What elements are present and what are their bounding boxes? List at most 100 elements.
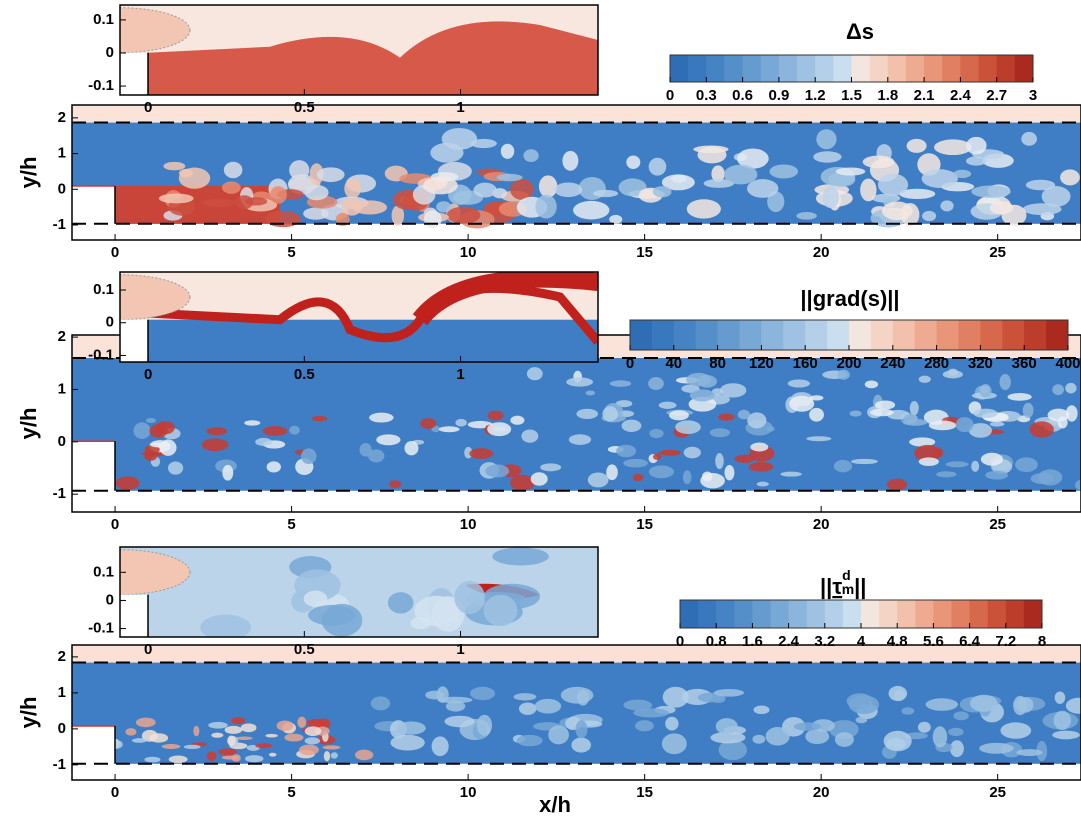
flow-structure — [227, 735, 236, 746]
colorbar-cell — [680, 600, 699, 628]
flow-structure — [903, 414, 918, 423]
flow-structure — [949, 740, 964, 758]
colorbar-tick-label: 360 — [1012, 355, 1037, 372]
colorbar-tick-label: 0 — [666, 87, 674, 104]
flow-structure — [658, 401, 677, 409]
x-tick-label: 1 — [456, 641, 464, 658]
flow-structure — [1030, 473, 1055, 485]
flow-structure — [308, 604, 356, 626]
flow-structure — [445, 700, 466, 712]
flow-structure — [573, 200, 610, 220]
flow-structure — [632, 473, 644, 482]
flow-structure — [688, 396, 717, 412]
shear-band — [412, 272, 598, 326]
colorbar-cell — [716, 600, 735, 628]
x-tick-label: 5 — [287, 784, 295, 801]
flow-structure — [909, 437, 936, 447]
flow-structure — [715, 453, 724, 470]
flow-structure — [1054, 691, 1066, 704]
colorbar-cell — [933, 600, 952, 628]
flow-structure — [1065, 382, 1077, 394]
flow-structure — [587, 472, 609, 488]
x-tick-label: 25 — [989, 784, 1006, 801]
y-tick-label: 0 — [58, 180, 66, 197]
flow-structure — [877, 173, 909, 196]
flow-structure — [492, 547, 549, 566]
flow-structure — [793, 722, 821, 731]
flow-structure — [469, 686, 496, 701]
flow-structure — [230, 717, 246, 725]
flow-structure — [235, 195, 254, 210]
flow-structure — [530, 472, 548, 486]
colorbar-cell — [914, 320, 938, 350]
flow-structure — [969, 694, 998, 712]
colorbar-cell — [806, 600, 826, 628]
colorbar-cell — [842, 600, 862, 628]
colorbar-cell — [924, 55, 943, 82]
colorbar-cell — [915, 600, 934, 628]
flow-structure — [669, 410, 689, 421]
flow-structure — [355, 749, 374, 761]
colorbar-cell — [752, 600, 771, 628]
flow-structure — [323, 751, 331, 762]
y-tick-label: 0 — [58, 433, 66, 450]
flow-structure — [618, 178, 647, 197]
flow-structure — [540, 463, 562, 472]
flow-structure — [806, 436, 832, 442]
flow-structure — [159, 439, 177, 456]
flow-structure — [683, 446, 701, 459]
freestream — [72, 645, 1081, 663]
colorbar-title: ||grad(s)|| — [800, 286, 899, 311]
colorbar-tick-label: 80 — [709, 355, 726, 372]
flow-structure — [682, 470, 692, 485]
flow-structure — [883, 730, 912, 752]
flow-structure — [973, 408, 998, 419]
colorbar-cell — [824, 600, 844, 628]
flow-structure — [200, 614, 252, 637]
flow-structure — [370, 696, 391, 711]
colorbar-tick-label: 1.8 — [877, 87, 898, 104]
flow-structure — [623, 699, 653, 711]
flow-structure — [718, 739, 747, 761]
flow-structure — [469, 448, 494, 459]
flow-structure — [311, 415, 328, 422]
flow-structure — [359, 442, 372, 457]
flow-structure — [145, 417, 156, 424]
flow-structure — [703, 178, 735, 188]
flow-structure — [748, 462, 774, 472]
flow-structure — [526, 367, 543, 381]
colorbar-cell — [897, 600, 916, 628]
flow-structure — [918, 457, 939, 466]
x-tick-label: 0 — [144, 366, 152, 383]
flow-structure — [750, 442, 769, 452]
x-tick-label: 20 — [813, 244, 830, 261]
flow-structure — [752, 734, 766, 744]
flow-structure — [932, 726, 948, 748]
flow-structure — [133, 422, 151, 439]
x-tick-label: 0.5 — [294, 366, 315, 383]
colorbar-cell — [673, 320, 697, 350]
y-tick-label: -1 — [53, 216, 66, 233]
flow-structure — [940, 200, 954, 212]
step — [72, 186, 115, 240]
flow-structure — [796, 211, 817, 220]
step — [120, 319, 148, 362]
x-tick-label: 10 — [460, 784, 477, 801]
flow-structure — [850, 458, 878, 465]
flow-structure — [510, 178, 534, 200]
x-tick-label: 5 — [287, 244, 295, 261]
x-tick-label: 25 — [989, 516, 1006, 533]
x-tick-label: 10 — [460, 244, 477, 261]
flow-structure — [862, 155, 895, 169]
flow-structure — [404, 441, 419, 456]
colorbar-tick-label: 240 — [880, 355, 905, 372]
flow-structure — [376, 434, 401, 446]
flow-structure — [925, 698, 959, 711]
colorbar-cell — [861, 600, 880, 628]
flow-structure — [158, 193, 194, 204]
flow-structure — [626, 155, 641, 169]
flow-structure — [446, 206, 481, 224]
flow-structure — [167, 461, 184, 475]
flow-structure — [833, 459, 853, 473]
flow-structure — [387, 592, 414, 614]
